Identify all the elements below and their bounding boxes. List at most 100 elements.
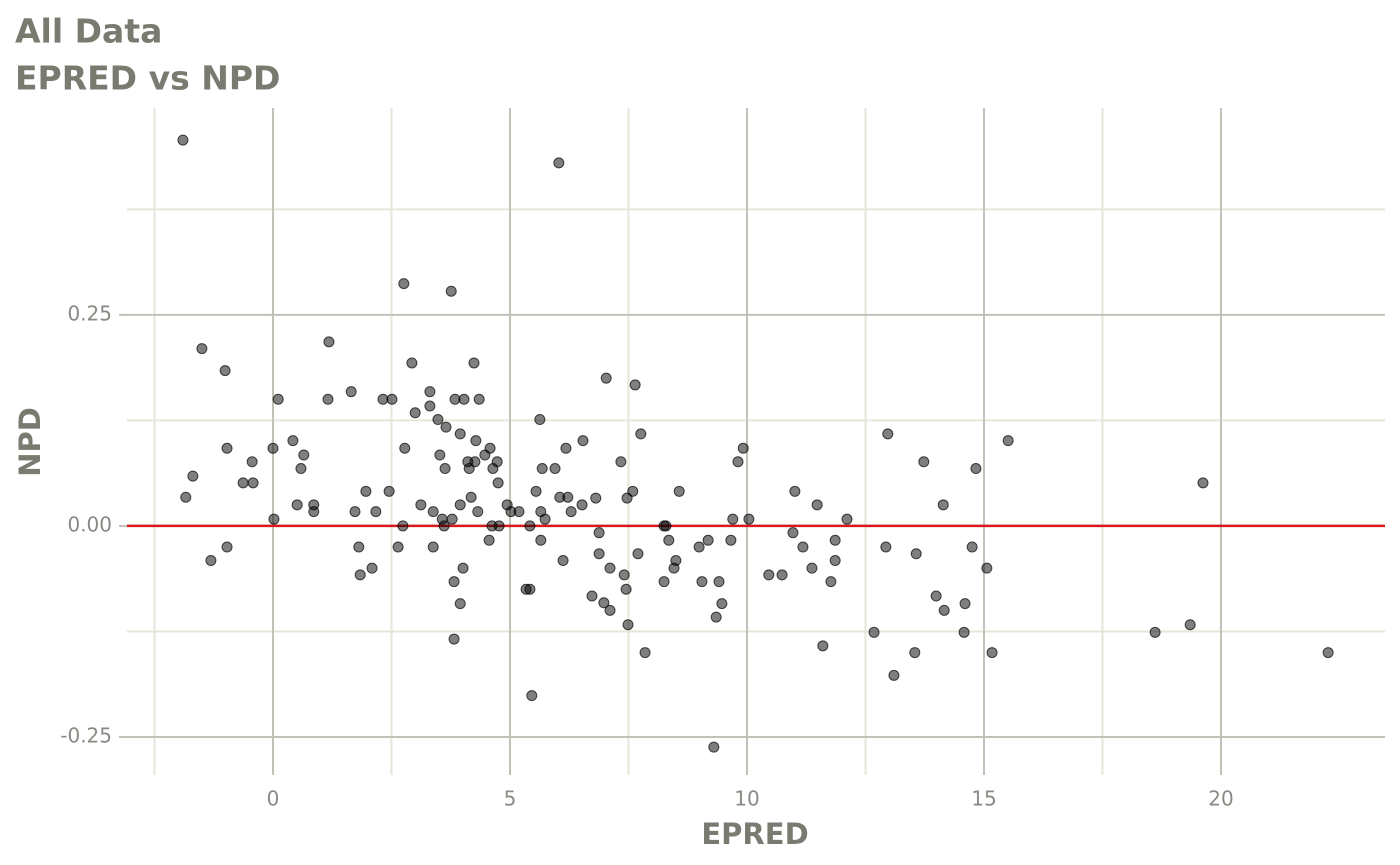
point	[576, 499, 588, 511]
point	[247, 477, 259, 489]
point	[406, 357, 418, 369]
point	[806, 562, 818, 574]
point	[811, 499, 823, 511]
point	[487, 463, 499, 475]
chart-subtitle: EPRED vs NPD	[15, 59, 280, 98]
point	[272, 393, 284, 405]
point	[479, 449, 491, 461]
point	[377, 393, 389, 405]
point	[829, 534, 841, 546]
point	[445, 285, 457, 297]
point	[577, 435, 589, 447]
point	[716, 598, 728, 610]
point	[639, 647, 651, 659]
point	[439, 463, 451, 475]
point	[841, 513, 853, 525]
point	[702, 534, 714, 546]
point	[322, 393, 334, 405]
y-tick-label: 0.25	[67, 301, 112, 325]
point	[539, 513, 551, 525]
point	[524, 520, 536, 532]
point	[710, 611, 722, 623]
point	[219, 365, 231, 377]
point	[708, 741, 720, 753]
point	[909, 647, 921, 659]
point	[776, 569, 788, 581]
point	[448, 633, 460, 645]
point	[696, 576, 708, 588]
point	[196, 343, 208, 355]
point	[629, 379, 641, 391]
point	[829, 555, 841, 567]
point	[448, 576, 460, 588]
y-tick-label: -0.25	[60, 724, 112, 748]
point	[598, 597, 610, 609]
point	[727, 513, 739, 525]
point	[668, 562, 680, 574]
point	[937, 499, 949, 511]
x-tick-label: 15	[971, 787, 996, 811]
point	[268, 513, 280, 525]
point	[966, 541, 978, 553]
point	[470, 435, 482, 447]
point	[409, 407, 421, 419]
point	[237, 477, 249, 489]
point	[177, 134, 189, 146]
point	[632, 548, 644, 560]
point	[981, 562, 993, 574]
point	[432, 414, 444, 426]
point	[1322, 647, 1334, 659]
point	[383, 485, 395, 497]
point	[295, 463, 307, 475]
point	[970, 463, 982, 475]
point	[440, 421, 452, 433]
point	[713, 576, 725, 588]
point	[287, 435, 299, 447]
point	[221, 442, 233, 454]
point	[658, 576, 670, 588]
point	[427, 506, 439, 518]
point	[526, 690, 538, 702]
point	[825, 576, 837, 588]
point	[449, 393, 461, 405]
point	[308, 506, 320, 518]
point	[472, 506, 484, 518]
point	[888, 669, 900, 681]
y-tick-label: 0.00	[67, 512, 112, 536]
point	[468, 357, 480, 369]
point	[493, 520, 505, 532]
x-tick-label: 20	[1208, 787, 1233, 811]
point	[743, 513, 755, 525]
point	[620, 583, 632, 595]
point	[513, 506, 525, 518]
point	[882, 428, 894, 440]
point	[663, 534, 675, 546]
point	[205, 555, 217, 567]
point	[958, 626, 970, 638]
point	[557, 555, 569, 567]
point	[1197, 477, 1209, 489]
point	[880, 541, 892, 553]
point	[600, 372, 612, 384]
point	[463, 463, 475, 475]
point	[789, 485, 801, 497]
point	[345, 386, 357, 398]
point	[180, 491, 192, 503]
point	[530, 485, 542, 497]
point	[291, 499, 303, 511]
point	[483, 534, 495, 546]
point	[986, 647, 998, 659]
point	[415, 499, 427, 511]
point	[535, 534, 547, 546]
point	[618, 569, 630, 581]
point	[221, 541, 233, 553]
point	[536, 463, 548, 475]
y-axis-title: NPD	[13, 407, 47, 477]
point	[562, 491, 574, 503]
x-axis-title: EPRED	[701, 817, 808, 851]
point	[615, 456, 627, 468]
point	[560, 442, 572, 454]
point	[397, 520, 409, 532]
point	[434, 449, 446, 461]
